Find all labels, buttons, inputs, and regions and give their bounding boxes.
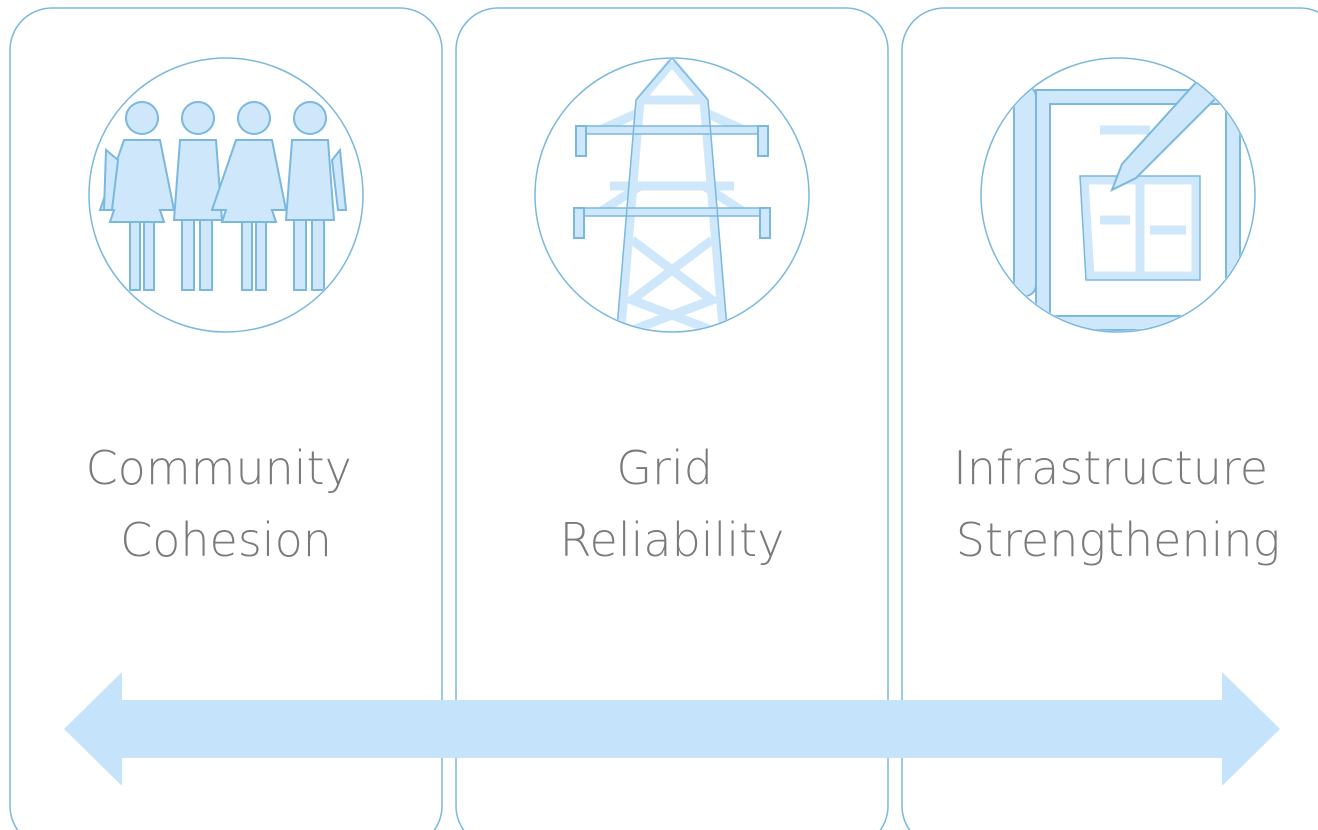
title-line: Community <box>86 441 352 495</box>
title-line: Grid <box>616 441 713 495</box>
title-line: Reliability <box>560 513 785 567</box>
card-title: Community Cohesion <box>86 441 367 567</box>
tower-icon <box>573 59 771 331</box>
card-title: Grid Reliability <box>560 441 785 567</box>
people-icon <box>98 101 348 291</box>
double-arrow <box>64 672 1280 786</box>
title-line: Cohesion <box>120 513 332 567</box>
title-line: Infrastructure <box>953 441 1268 495</box>
title-line: Strengthening <box>956 513 1280 567</box>
card-title: Infrastructure Strengthening <box>953 441 1282 567</box>
